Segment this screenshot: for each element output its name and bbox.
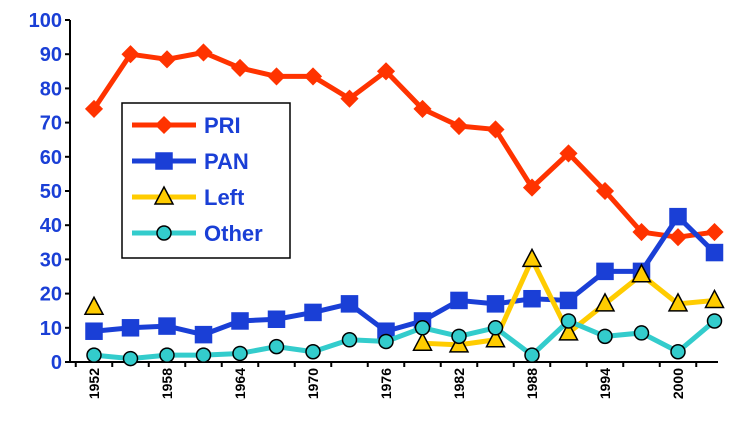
marker	[86, 347, 102, 363]
marker	[521, 247, 543, 268]
marker	[414, 320, 431, 336]
marker	[597, 328, 613, 345]
marker	[305, 343, 321, 360]
marker	[413, 99, 432, 118]
marker	[156, 225, 172, 241]
marker	[158, 317, 176, 335]
marker	[83, 295, 105, 316]
marker	[670, 343, 686, 360]
x-tick-label: 1970	[305, 368, 321, 399]
marker	[230, 58, 250, 77]
marker	[450, 291, 468, 310]
y-tick-label: 60	[40, 147, 62, 169]
marker	[231, 312, 249, 330]
x-tick-label: 1982	[451, 368, 467, 399]
marker	[704, 288, 725, 309]
marker	[667, 292, 689, 312]
legend-label: Other	[204, 221, 263, 246]
legend-label: PAN	[204, 149, 249, 174]
y-tick-label: 50	[40, 181, 62, 203]
marker	[706, 313, 723, 329]
marker	[705, 222, 724, 242]
x-tick-label: 1988	[524, 368, 540, 399]
marker	[559, 144, 578, 163]
legend-label: Left	[204, 185, 245, 210]
marker	[412, 331, 433, 351]
marker	[668, 228, 688, 247]
marker	[631, 263, 652, 283]
legend-label: PRI	[204, 113, 241, 138]
marker	[159, 347, 175, 363]
x-tick-label: 1976	[378, 368, 394, 399]
marker	[560, 313, 577, 329]
marker	[304, 303, 322, 322]
marker	[595, 181, 615, 201]
y-tick-label: 30	[40, 249, 62, 271]
marker	[303, 67, 323, 86]
x-tick-label: 1952	[86, 368, 102, 399]
marker	[594, 292, 616, 312]
marker	[558, 321, 579, 341]
marker	[195, 347, 212, 363]
marker	[194, 325, 213, 344]
marker	[232, 345, 248, 362]
marker	[340, 295, 359, 313]
marker	[596, 262, 614, 281]
marker	[486, 120, 505, 139]
marker	[524, 347, 540, 363]
marker	[449, 116, 469, 136]
x-tick-label: 1958	[159, 368, 175, 399]
marker	[378, 333, 394, 350]
y-tick-label: 80	[40, 78, 62, 100]
marker	[451, 328, 467, 345]
x-tick-label: 1964	[232, 368, 248, 399]
y-tick-label: 20	[40, 284, 62, 306]
y-tick-label: 90	[40, 44, 62, 66]
y-tick-label: 40	[40, 215, 62, 237]
marker	[705, 243, 724, 262]
marker	[523, 289, 541, 308]
marker	[121, 319, 140, 337]
marker	[341, 332, 358, 348]
marker	[267, 67, 286, 86]
marker	[157, 50, 177, 69]
marker	[559, 291, 578, 310]
y-tick-label: 100	[29, 10, 62, 32]
marker	[121, 45, 140, 64]
marker	[486, 295, 505, 313]
marker	[669, 207, 687, 226]
marker	[487, 320, 504, 336]
y-tick-label: 0	[51, 352, 62, 374]
marker	[376, 62, 396, 81]
marker	[633, 325, 650, 341]
marker	[155, 152, 173, 170]
marker	[153, 185, 175, 205]
marker	[85, 322, 103, 340]
marker	[122, 350, 139, 367]
marker	[340, 89, 359, 108]
marker	[84, 99, 104, 118]
marker	[194, 43, 213, 62]
marker	[485, 328, 506, 348]
marker	[268, 338, 285, 355]
marker	[154, 115, 174, 135]
marker	[632, 222, 651, 242]
y-tick-label: 70	[40, 113, 62, 135]
marker	[522, 178, 542, 197]
marker	[267, 310, 286, 328]
x-tick-label: 2000	[670, 368, 686, 399]
x-tick-label: 1994	[597, 368, 613, 399]
y-tick-label: 10	[40, 318, 62, 340]
